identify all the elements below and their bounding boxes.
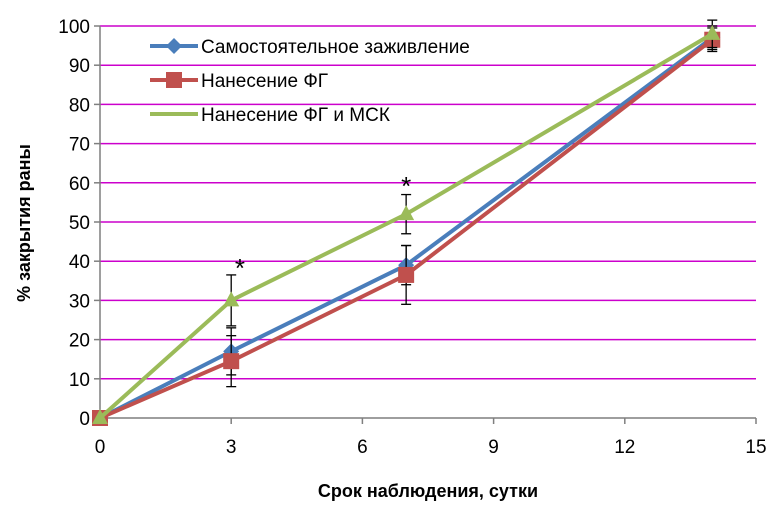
data-point [223,353,240,370]
x-tick-label: 12 [614,437,635,458]
y-tick-label: 10 [69,370,90,391]
y-tick-label: 50 [69,213,90,234]
legend: Самостоятельное заживление Нанесение ФГ На… [150,37,470,126]
data-point [223,291,240,307]
x-tick-labels: 0 3 6 9 12 15 [95,437,767,458]
series-group [92,19,721,426]
x-tick-label: 0 [95,437,106,458]
data-point [166,38,182,54]
data-point [398,205,415,221]
y-tick-label: 20 [69,331,90,352]
y-tick-label: 60 [69,174,90,195]
data-point [398,266,415,283]
series-line [99,38,714,420]
legend-entry: Нанесение ФГ [150,71,328,92]
data-point [92,409,108,424]
x-axis-label: Срок наблюдения, сутки [318,481,538,501]
significance-asterisk: * [235,253,245,283]
axes [94,25,757,424]
annotations: ** [235,171,411,283]
data-point [704,24,721,40]
y-axis-label: % закрытия раны [14,144,34,302]
y-tick-labels: 0 10 20 30 40 50 60 70 80 90 100 [58,17,90,430]
series [92,19,721,424]
legend-label: Нанесение ФГ [201,71,328,92]
y-tick-label: 90 [69,56,90,77]
x-tick-label: 3 [226,437,237,458]
y-tick-label: 100 [58,17,90,38]
x-tick-label: 9 [488,437,499,458]
y-tick-label: 80 [69,95,90,116]
data-point [166,72,182,88]
x-tick-label: 15 [745,437,766,458]
legend-label: Нанесение ФГ и МСК [201,105,390,126]
y-tick-label: 0 [79,409,90,430]
y-tick-label: 30 [69,291,90,312]
legend-label: Самостоятельное заживление [201,37,470,58]
y-tick-label: 40 [69,252,90,273]
grid-lines [100,25,756,380]
y-tick-label: 70 [69,135,90,156]
legend-entry: Нанесение ФГ и МСК [150,105,390,126]
significance-asterisk: * [401,171,411,201]
x-tick-label: 6 [357,437,368,458]
series-line [98,32,714,420]
legend-entry: Самостоятельное заживление [150,37,470,58]
series-line [99,36,714,420]
